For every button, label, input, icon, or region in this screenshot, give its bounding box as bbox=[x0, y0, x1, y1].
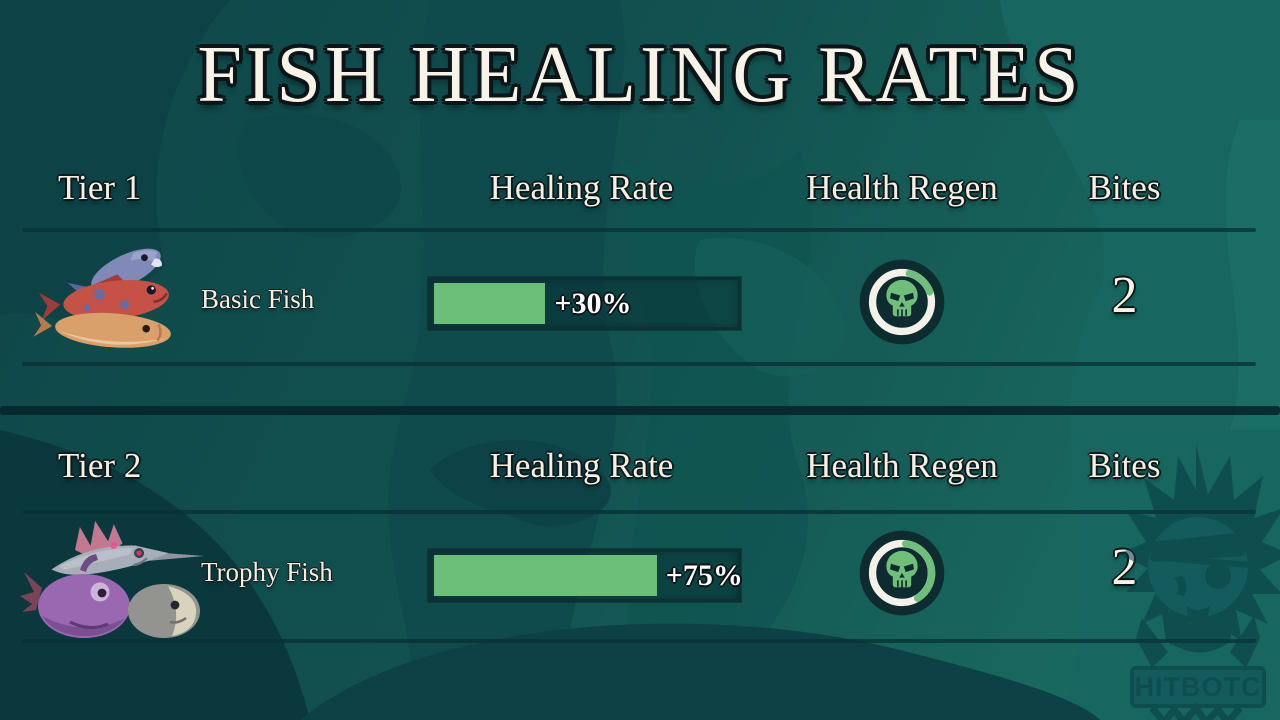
header-rule bbox=[22, 510, 1256, 514]
healing-rate-bar-fill bbox=[434, 283, 546, 324]
healing-rate-value: +75% bbox=[665, 558, 743, 592]
section-divider bbox=[0, 406, 1280, 415]
tier-2-label: Tier 2 bbox=[58, 446, 142, 485]
page-title: FISH HEALING RATES bbox=[197, 31, 1083, 119]
column-header-healing-rate: Healing Rate bbox=[489, 168, 674, 207]
fish-name: Trophy Fish bbox=[201, 557, 333, 587]
healing-rate-bar-tier2: +75% bbox=[428, 549, 743, 602]
column-header-bites: Bites bbox=[1088, 446, 1161, 485]
header-rule bbox=[22, 228, 1256, 232]
healing-rate-bar-tier1: +30% bbox=[428, 277, 741, 330]
basic-fish-image bbox=[28, 242, 198, 348]
column-header-health-regen: Health Regen bbox=[806, 168, 998, 207]
healing-rate-value: +30% bbox=[554, 286, 632, 320]
orange-fish bbox=[33, 311, 171, 348]
row-rule bbox=[22, 639, 1256, 643]
swordfish bbox=[51, 520, 205, 575]
hitbotc-watermark-logo: HITBOTC bbox=[1108, 442, 1280, 720]
gray-fish bbox=[128, 584, 200, 638]
trophy-fish-image bbox=[18, 512, 213, 646]
purple-fish bbox=[20, 554, 130, 638]
tier-1-label: Tier 1 bbox=[58, 168, 142, 207]
fish-name: Basic Fish bbox=[201, 284, 315, 314]
column-header-bites: Bites bbox=[1088, 168, 1161, 207]
skull-regen-icon bbox=[856, 256, 948, 348]
column-header-healing-rate: Healing Rate bbox=[489, 446, 674, 485]
healing-rate-bar-fill bbox=[434, 555, 657, 596]
column-header-health-regen: Health Regen bbox=[806, 446, 998, 485]
bites-count: 2 bbox=[1111, 267, 1138, 324]
row-rule bbox=[22, 362, 1256, 366]
watermark-text: HITBOTC bbox=[1135, 672, 1262, 702]
red-fish bbox=[38, 274, 169, 321]
skull-regen-icon bbox=[856, 527, 948, 619]
